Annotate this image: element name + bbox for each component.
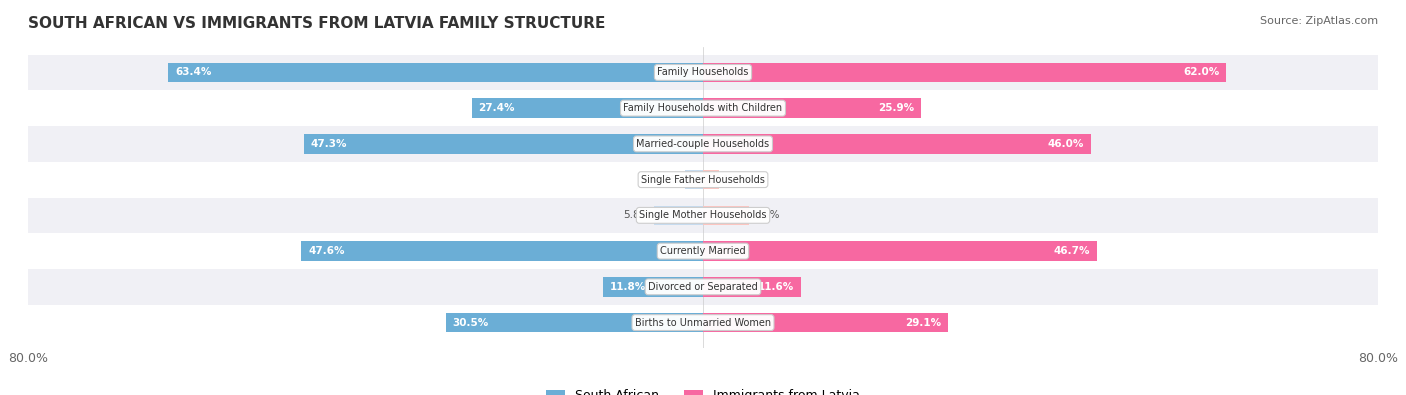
Text: 11.6%: 11.6% (758, 282, 794, 292)
Bar (28, 198, 1378, 233)
Bar (603, 277, 703, 297)
Text: Married-couple Households: Married-couple Households (637, 139, 769, 149)
Text: Source: ZipAtlas.com: Source: ZipAtlas.com (1260, 16, 1378, 26)
Text: 47.6%: 47.6% (308, 246, 344, 256)
Text: SOUTH AFRICAN VS IMMIGRANTS FROM LATVIA FAMILY STRUCTURE: SOUTH AFRICAN VS IMMIGRANTS FROM LATVIA … (28, 16, 606, 31)
Bar (703, 134, 1091, 154)
Bar (685, 170, 703, 190)
Text: 25.9%: 25.9% (879, 103, 915, 113)
Text: 62.0%: 62.0% (1182, 68, 1219, 77)
Text: 1.9%: 1.9% (723, 175, 749, 184)
Legend: South African, Immigrants from Latvia: South African, Immigrants from Latvia (541, 384, 865, 395)
Bar (703, 241, 1097, 261)
Bar (28, 126, 1378, 162)
Text: 30.5%: 30.5% (453, 318, 489, 327)
Text: Births to Unmarried Women: Births to Unmarried Women (636, 318, 770, 327)
Text: Divorced or Separated: Divorced or Separated (648, 282, 758, 292)
Text: Family Households: Family Households (658, 68, 748, 77)
Bar (304, 134, 703, 154)
Text: 27.4%: 27.4% (478, 103, 515, 113)
Bar (28, 162, 1378, 198)
Bar (703, 170, 718, 190)
Bar (654, 205, 703, 225)
Bar (446, 313, 703, 333)
Text: 46.7%: 46.7% (1053, 246, 1090, 256)
Text: 11.8%: 11.8% (610, 282, 647, 292)
Bar (28, 233, 1378, 269)
Bar (703, 313, 949, 333)
Text: 5.5%: 5.5% (754, 211, 780, 220)
Bar (703, 277, 801, 297)
Text: 47.3%: 47.3% (311, 139, 347, 149)
Text: Family Households with Children: Family Households with Children (623, 103, 783, 113)
Text: 46.0%: 46.0% (1047, 139, 1084, 149)
Bar (28, 90, 1378, 126)
Bar (472, 98, 703, 118)
Text: Currently Married: Currently Married (661, 246, 745, 256)
Bar (28, 55, 1378, 90)
Bar (703, 62, 1226, 82)
Text: 63.4%: 63.4% (174, 68, 211, 77)
Bar (301, 241, 703, 261)
Bar (28, 305, 1378, 340)
Text: 2.1%: 2.1% (655, 175, 681, 184)
Bar (28, 269, 1378, 305)
Bar (169, 62, 703, 82)
Bar (703, 98, 921, 118)
Text: 5.8%: 5.8% (623, 211, 650, 220)
Text: 29.1%: 29.1% (905, 318, 942, 327)
Bar (703, 205, 749, 225)
Text: Single Father Households: Single Father Households (641, 175, 765, 184)
Text: Single Mother Households: Single Mother Households (640, 211, 766, 220)
